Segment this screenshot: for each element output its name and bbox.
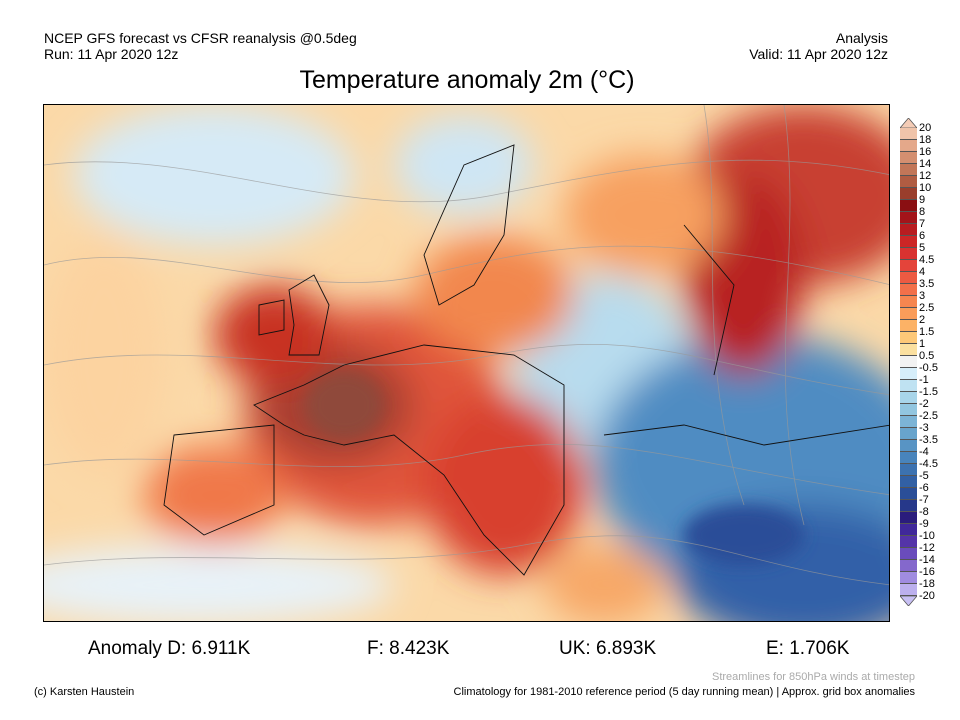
colorbar-swatch [900, 308, 917, 320]
colorbar-label: -12 [919, 542, 935, 554]
colorbar-label: -10 [919, 530, 935, 542]
colorbar-label: 6 [919, 230, 926, 242]
colorbar-swatch [900, 320, 917, 332]
colorbar-swatch [900, 248, 917, 260]
colorbar: 20 18 16 14 12 10 9 8 7 6 5 4.5 4 3.5 3 2.5 2 1.5 1 0.5 -0.5… [900, 118, 960, 618]
colorbar-label: 3 [919, 290, 926, 302]
colorbar-label: -4 [919, 446, 929, 458]
colorbar-swatch [900, 356, 917, 368]
colorbar-label: 3.5 [919, 278, 935, 290]
colorbar-swatch [900, 536, 917, 548]
colorbar-swatch [900, 332, 917, 344]
anomaly-map [43, 104, 890, 622]
colorbar-label: 0.5 [919, 350, 935, 362]
colorbar-swatch [900, 284, 917, 296]
anomaly-germany: Anomaly D: 6.911K [88, 638, 251, 659]
colorbar-label: -20 [919, 590, 935, 602]
colorbar-label: -9 [919, 518, 929, 530]
colorbar-label: 2.5 [919, 302, 935, 314]
colorbar-swatch [900, 128, 917, 140]
colorbar-label: 2 [919, 314, 926, 326]
colorbar-label: -8 [919, 506, 929, 518]
colorbar-label: 9 [919, 194, 926, 206]
colorbar-label: -4.5 [919, 458, 938, 470]
colorbar-swatch [900, 176, 917, 188]
colorbar-label: 16 [919, 146, 932, 158]
colorbar-swatch [900, 224, 917, 236]
anomaly-field [44, 105, 889, 621]
colorbar-label: 20 [919, 122, 932, 134]
climatology-note: Climatology for 1981-2010 reference peri… [453, 686, 915, 698]
colorbar-label: -7 [919, 494, 929, 506]
source-label: NCEP GFS forecast vs CFSR reanalysis @0.… [44, 30, 357, 46]
run-label: Run: 11 Apr 2020 12z [44, 46, 179, 62]
colorbar-swatch [900, 440, 917, 452]
colorbar-label: 4 [919, 266, 926, 278]
colorbar-label: -6 [919, 482, 929, 494]
colorbar-label: -5 [919, 470, 929, 482]
colorbar-swatch [900, 164, 917, 176]
colorbar-swatch [900, 272, 917, 284]
colorbar-swatch [900, 524, 917, 536]
colorbar-label: 18 [919, 134, 932, 146]
colorbar-swatch [900, 476, 917, 488]
map-title: Temperature anomaly 2m (°C) [299, 66, 635, 94]
colorbar-label: -3.5 [919, 434, 938, 446]
colorbar-swatch [900, 152, 917, 164]
colorbar-swatch [900, 200, 917, 212]
colorbar-label: -1 [919, 374, 929, 386]
colorbar-under-arrow [900, 596, 917, 606]
colorbar-label: -16 [919, 566, 935, 578]
colorbar-label: -14 [919, 554, 935, 566]
colorbar-swatch [900, 188, 917, 200]
colorbar-over-arrow [900, 118, 917, 128]
colorbar-swatch [900, 392, 917, 404]
colorbar-swatch [900, 368, 917, 380]
colorbar-label: 8 [919, 206, 926, 218]
valid-label: Valid: 11 Apr 2020 12z [749, 46, 888, 62]
colorbar-label: 7 [919, 218, 926, 230]
colorbar-swatch [900, 212, 917, 224]
colorbar-swatch [900, 500, 917, 512]
colorbar-swatch [900, 512, 917, 524]
colorbar-swatch [900, 452, 917, 464]
anomaly-spain: E: 1.706K [766, 638, 850, 659]
colorbar-swatch [900, 548, 917, 560]
colorbar-swatch [900, 236, 917, 248]
colorbar-label: 10 [919, 182, 932, 194]
colorbar-swatch [900, 584, 917, 596]
copyright: (c) Karsten Haustein [34, 686, 135, 698]
colorbar-label: -3 [919, 422, 929, 434]
colorbar-swatch [900, 344, 917, 356]
colorbar-swatch [900, 572, 917, 584]
colorbar-label: -2.5 [919, 410, 938, 422]
colorbar-swatch [900, 416, 917, 428]
colorbar-swatch [900, 464, 917, 476]
colorbar-swatch [900, 488, 917, 500]
colorbar-swatch [900, 428, 917, 440]
colorbar-label: 14 [919, 158, 932, 170]
colorbar-label: 12 [919, 170, 932, 182]
colorbar-swatch [900, 260, 917, 272]
colorbar-label: 1.5 [919, 326, 935, 338]
mode-label: Analysis [835, 30, 888, 46]
colorbar-label: -0.5 [919, 362, 938, 374]
colorbar-swatch [900, 140, 917, 152]
colorbar-swatch [900, 560, 917, 572]
colorbar-label: 1 [919, 338, 926, 350]
streamlines-note: Streamlines for 850hPa winds at timestep [712, 671, 915, 683]
colorbar-swatch [900, 404, 917, 416]
colorbar-label: 5 [919, 242, 926, 254]
colorbar-label: 4.5 [919, 254, 935, 266]
anomaly-uk: UK: 6.893K [559, 638, 657, 659]
anomaly-france: F: 8.423K [367, 638, 450, 659]
colorbar-label: -2 [919, 398, 929, 410]
colorbar-swatch [900, 296, 917, 308]
colorbar-label: -1.5 [919, 386, 938, 398]
colorbar-swatch [900, 380, 917, 392]
colorbar-label: -18 [919, 578, 935, 590]
